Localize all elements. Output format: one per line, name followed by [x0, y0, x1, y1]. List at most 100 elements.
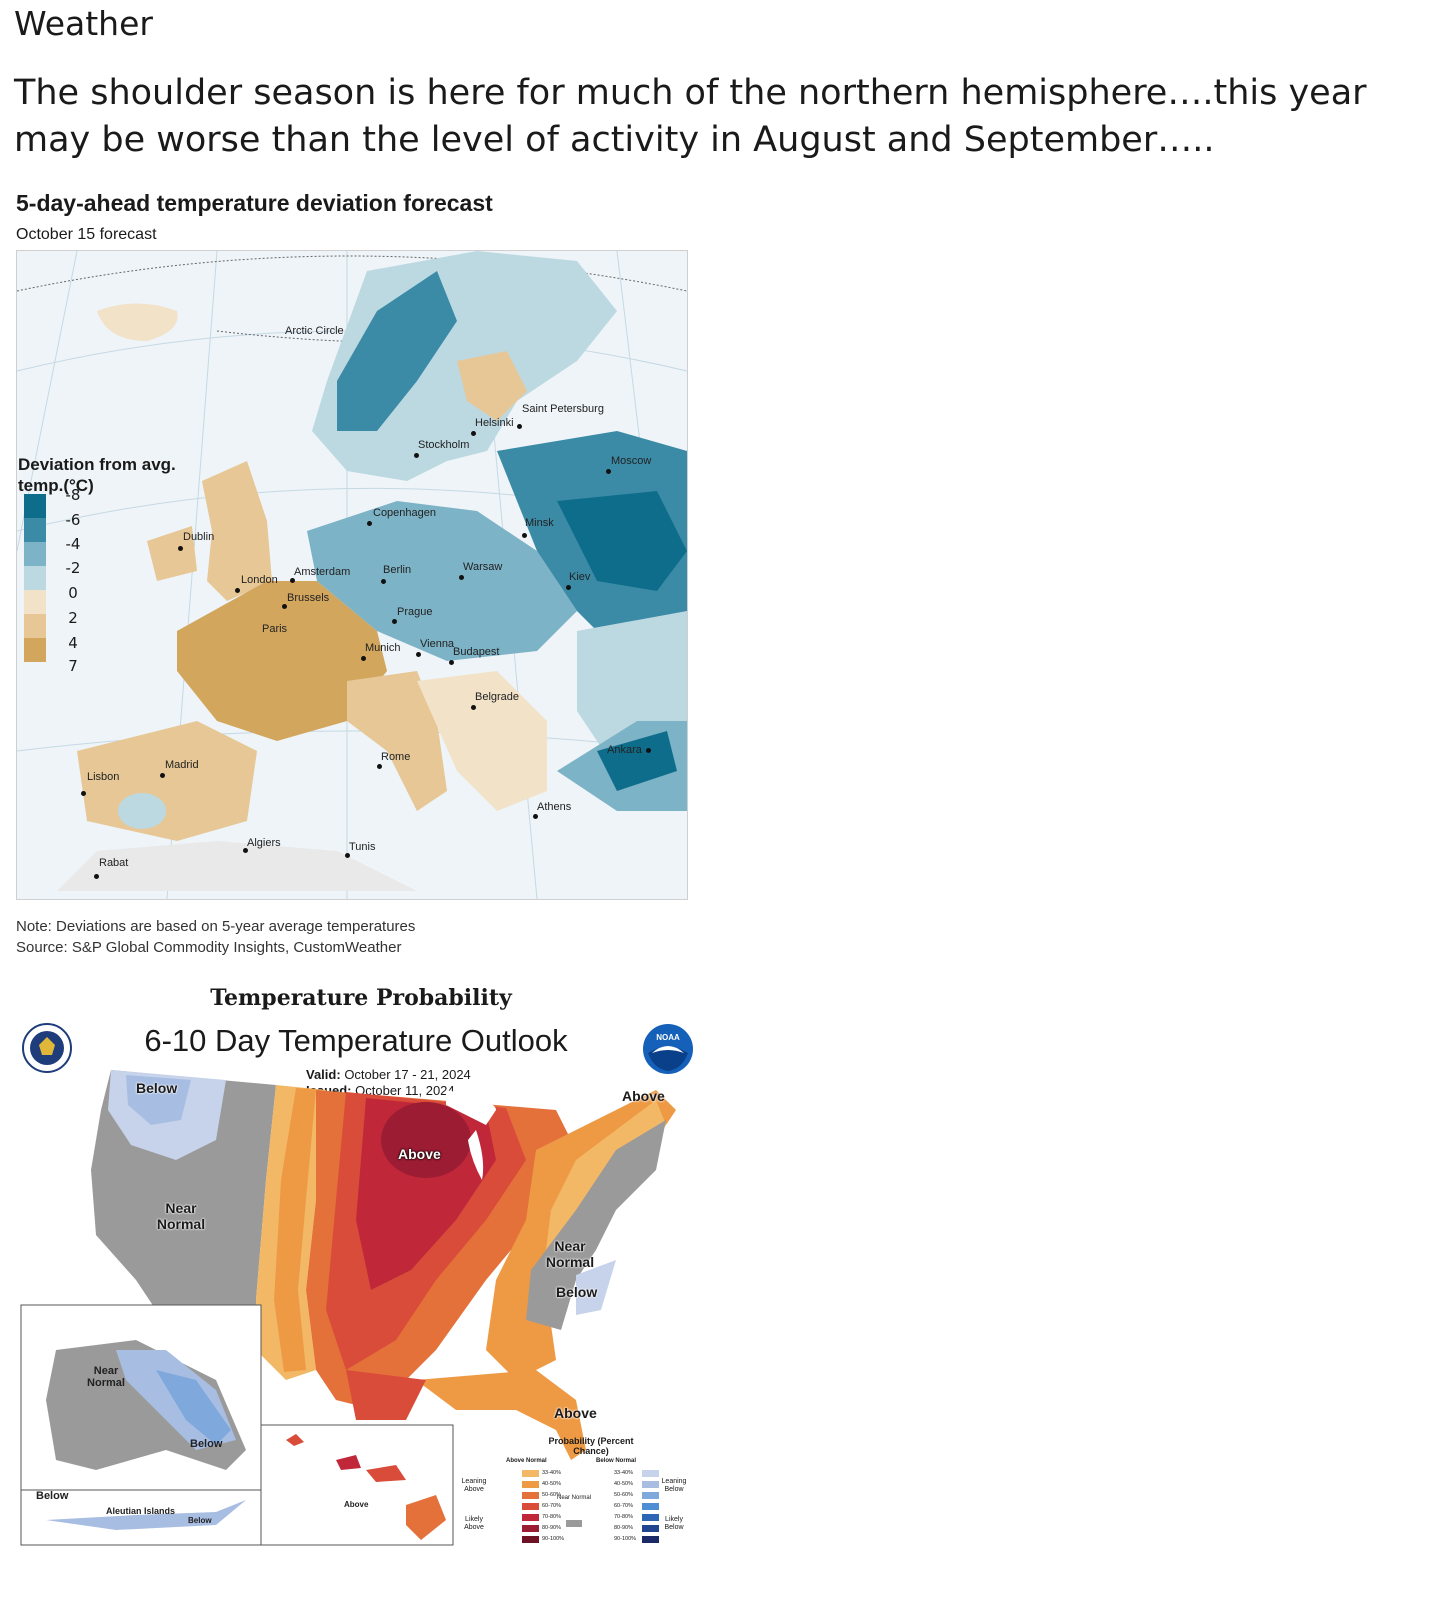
label-prague: Prague	[397, 606, 433, 618]
legend-swatch-1	[24, 518, 46, 542]
europe-map: Arctic Circle Dublin London Amsterdam Br…	[16, 250, 688, 900]
label-hawaii-above: Above	[344, 1500, 369, 1509]
legend-below-range: 33-40%	[614, 1470, 633, 1476]
lisbon-dot	[81, 791, 86, 796]
warsaw-dot	[459, 575, 464, 580]
legend-above-swatch	[522, 1514, 539, 1521]
us-temperature-figure: Temperature Probability 6-10 Day Tempera…	[16, 985, 706, 1600]
berlin-dot	[381, 579, 386, 584]
kiev-dot	[566, 585, 571, 590]
legend-below-range: 90-100%	[614, 1536, 637, 1542]
label-alaska-below-southwest: Below	[36, 1490, 69, 1502]
legend-below-swatch	[642, 1503, 659, 1510]
label-algiers: Algiers	[247, 837, 281, 849]
legend-below-swatch	[642, 1492, 659, 1499]
label-alaska-near-normal: Near Normal	[87, 1365, 125, 1389]
us-figure-title: Temperature Probability	[210, 985, 512, 1011]
label-dublin: Dublin	[183, 531, 215, 543]
label-arctic-circle: Arctic Circle	[285, 325, 344, 337]
tunis-dot	[345, 853, 350, 858]
algiers-dot	[243, 848, 248, 853]
legend-tick-1: -6	[65, 511, 81, 529]
legend-tick-3: -2	[65, 559, 81, 577]
legend-above-range: 90-100%	[542, 1536, 565, 1542]
legend-tick-0: -8	[65, 486, 81, 504]
legend-tick-2: -4	[65, 535, 81, 553]
label-athens: Athens	[537, 801, 572, 813]
label-vienna: Vienna	[420, 638, 455, 650]
noaa-logo: NOAA	[643, 1024, 693, 1074]
europe-map-note: Note: Deviations are based on 5-year ave…	[16, 918, 416, 935]
label-aleutian-below: Below	[188, 1516, 212, 1525]
amsterdam-dot	[290, 578, 295, 583]
europe-map-source: Source: S&P Global Commodity Insights, C…	[16, 939, 402, 956]
legend-above-swatch	[522, 1470, 539, 1477]
label-saint-petersburg: Saint Petersburg	[522, 403, 604, 415]
legend-swatch-3	[24, 566, 46, 590]
minsk-dot	[522, 533, 527, 538]
label-above-florida: Above	[554, 1405, 597, 1421]
legend-above-swatch	[522, 1481, 539, 1488]
label-budapest: Budapest	[453, 646, 500, 658]
label-rome: Rome	[381, 751, 411, 763]
issued-value: October 11, 2024	[355, 1083, 455, 1098]
prague-dot	[392, 619, 397, 624]
legend-above-range: 40-50%	[542, 1481, 561, 1487]
moscow-dot	[606, 469, 611, 474]
label-below-southeast: Below	[556, 1284, 598, 1300]
copenhagen-dot	[367, 521, 372, 526]
legend-leaning-below: Leaning Below	[661, 1478, 687, 1493]
legend-below-swatch	[642, 1536, 659, 1543]
label-moscow: Moscow	[611, 455, 652, 467]
legend-tick-4: 0	[68, 584, 78, 602]
slide-body-text: The shoulder season is here for much of …	[14, 73, 1367, 160]
label-lisbon: Lisbon	[87, 771, 120, 783]
budapest-dot	[449, 660, 454, 665]
label-munich: Munich	[365, 642, 401, 654]
legend-above-header: Above Normal	[506, 1458, 547, 1464]
label-warsaw: Warsaw	[463, 561, 503, 573]
europe-legend-title: Deviation from avg. temp.(°C)	[18, 455, 176, 495]
label-near-normal-west: Near Normal	[156, 1200, 206, 1232]
legend-swatch-6	[24, 638, 46, 662]
helsinki-dot	[471, 431, 476, 436]
athens-dot	[533, 814, 538, 819]
belgrade-dot	[471, 705, 476, 710]
label-madrid: Madrid	[165, 759, 199, 771]
legend-above-swatch	[522, 1503, 539, 1510]
legend-below-swatch	[642, 1470, 659, 1477]
europe-temperature-figure: 5-day-ahead temperature deviation foreca…	[0, 186, 700, 966]
legend-likely-above: Likely Above	[464, 1516, 484, 1531]
ankara-dot	[646, 748, 651, 753]
legend-below-header: Below Normal	[596, 1458, 637, 1464]
legend-above-range: 50-60%	[542, 1492, 561, 1498]
legend-above-swatch	[522, 1525, 539, 1532]
us-outlook-map	[20, 1070, 676, 1546]
london-dot	[235, 588, 240, 593]
legend-above-range: 60-70%	[542, 1503, 561, 1509]
label-belgrade: Belgrade	[475, 691, 520, 703]
saint-petersburg-dot	[517, 424, 522, 429]
label-rabat: Rabat	[99, 857, 129, 869]
label-above-great-lakes: Above	[398, 1146, 441, 1162]
legend-below-range: 80-90%	[614, 1525, 633, 1531]
slide-title: Weather	[14, 4, 153, 43]
europe-map-subtitle: October 15 forecast	[16, 226, 157, 243]
legend-title: Probability (Percent Chance)	[548, 1436, 634, 1456]
label-minsk: Minsk	[525, 517, 554, 529]
dublin-dot	[178, 546, 183, 551]
legend-below-swatch	[642, 1481, 659, 1488]
label-amsterdam: Amsterdam	[294, 566, 351, 578]
legend-above-range: 33-40%	[542, 1470, 561, 1476]
legend-swatch-2	[24, 542, 46, 566]
valid-label: Valid:	[306, 1067, 341, 1082]
legend-tick-6: 4	[68, 634, 78, 652]
probability-legend: Probability (Percent Chance) Above Norma…	[456, 1436, 706, 1596]
label-copenhagen: Copenhagen	[373, 507, 437, 519]
label-alaska-below-east: Below	[190, 1438, 223, 1450]
legend-above-range: 80-90%	[542, 1525, 561, 1531]
label-brussels: Brussels	[287, 592, 330, 604]
legend-below-swatch	[642, 1525, 659, 1532]
label-above-northeast: Above	[622, 1088, 665, 1104]
label-ankara: Ankara	[607, 744, 642, 756]
